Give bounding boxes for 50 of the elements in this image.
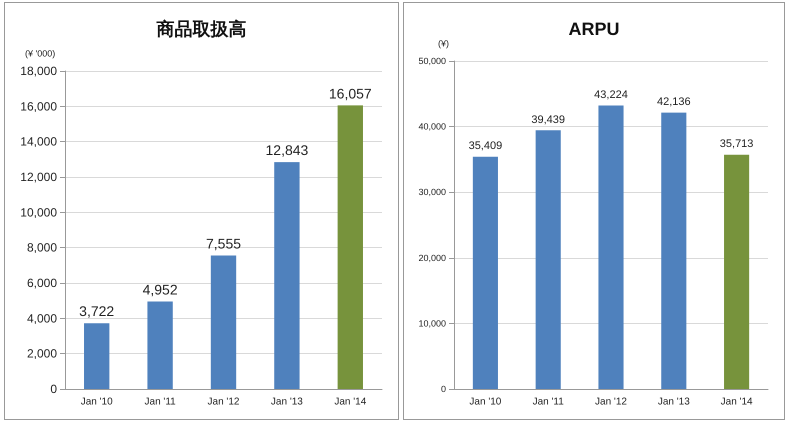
x-tick-label: Jan '12 [595, 396, 628, 408]
y-tick-label: 8,000 [26, 240, 58, 255]
y-axis-title: (¥ '000) [25, 48, 56, 58]
x-tick-label: Jan '10 [80, 396, 114, 408]
bar [147, 302, 173, 389]
y-tick-label: 14,000 [20, 134, 58, 149]
y-tick-label: 12,000 [20, 170, 58, 184]
data-label: 42,136 [656, 96, 691, 108]
y-tick-label: 10,000 [418, 318, 446, 328]
x-tick-label: Jan '13 [658, 396, 690, 408]
x-tick-label: Jan '11 [532, 396, 564, 408]
x-tick-label: Jan '12 [208, 396, 240, 408]
y-tick-label: 10,000 [20, 205, 58, 220]
data-label: 7,555 [206, 236, 242, 252]
y-tick-label: 0 [440, 384, 446, 394]
data-label: 35,409 [468, 140, 502, 152]
y-tick-label: 20,000 [418, 252, 446, 263]
y-tick-label: 18,000 [20, 64, 58, 78]
bar [338, 105, 363, 389]
data-label: 16,057 [328, 85, 372, 102]
data-label: 12,843 [265, 142, 309, 158]
data-label: 43,224 [594, 88, 628, 101]
bar [536, 130, 561, 389]
bar [661, 112, 686, 389]
y-tick-label: 6,000 [26, 276, 58, 290]
y-axis-title: (¥) [438, 38, 449, 48]
y-tick-label: 16,000 [20, 99, 58, 114]
bar [210, 256, 236, 389]
bar [724, 154, 750, 389]
x-tick-label: Jan '14 [720, 396, 754, 408]
y-tick-label: 50,000 [418, 56, 446, 66]
x-tick-label: Jan '14 [334, 396, 367, 408]
bar [274, 162, 300, 389]
chart-title: 商品取扱高 [156, 19, 246, 39]
chart-title: ARPU [568, 19, 620, 39]
y-tick-label: 2,000 [26, 346, 58, 361]
bar [84, 323, 110, 389]
data-label: 4,952 [142, 282, 178, 298]
x-tick-label: Jan '13 [270, 396, 304, 408]
bar [472, 156, 498, 389]
data-label: 35,713 [720, 138, 754, 150]
x-tick-label: Jan '11 [144, 396, 176, 408]
x-tick-label: Jan '10 [469, 396, 502, 408]
data-label: 3,722 [79, 303, 114, 320]
y-tick-label: 4,000 [26, 311, 58, 326]
y-tick-label: 30,000 [418, 187, 446, 198]
data-label: 39,439 [531, 114, 566, 126]
y-tick-label: 40,000 [418, 122, 446, 132]
bar [598, 105, 624, 389]
y-tick-label: 0 [50, 382, 58, 396]
